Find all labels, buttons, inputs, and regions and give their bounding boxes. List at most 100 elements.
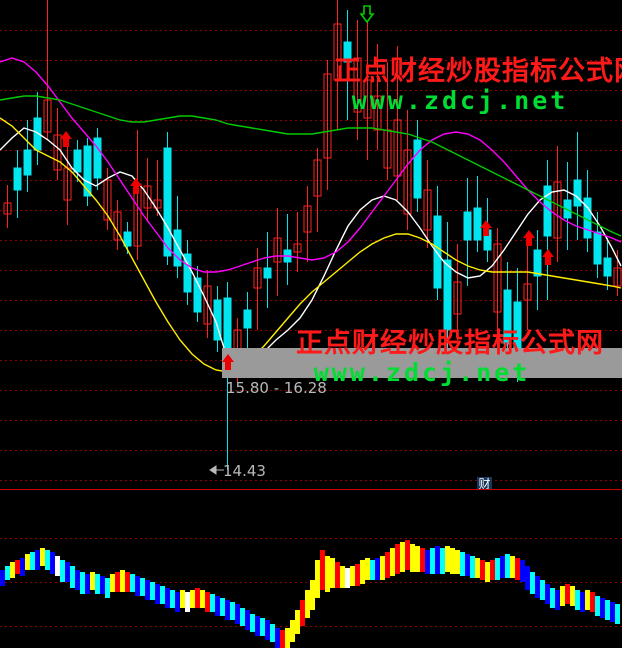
candle-body bbox=[403, 149, 412, 215]
indicator-bar bbox=[420, 548, 425, 572]
candle-body bbox=[343, 41, 352, 63]
ma-line-MA-white bbox=[0, 127, 622, 369]
indicator-bar bbox=[580, 592, 585, 612]
price-chart-panel[interactable]: 15.80 - 16.28 14.43 正点财经炒股指标公式网 www.zdcj… bbox=[0, 0, 622, 489]
indicator-bar bbox=[505, 554, 510, 578]
indicator-bar bbox=[435, 546, 440, 574]
indicator-bar bbox=[95, 574, 100, 594]
indicator-bar bbox=[460, 552, 465, 576]
indicator-bar bbox=[555, 590, 560, 610]
candle-body bbox=[333, 23, 342, 81]
candle-body bbox=[43, 99, 52, 133]
candlestick-series bbox=[3, 0, 622, 470]
candle-body bbox=[533, 249, 542, 277]
indicator-bar bbox=[85, 574, 90, 594]
watermark-middle-url: www.zdcj.net bbox=[313, 358, 531, 387]
indicator-bar bbox=[565, 584, 570, 604]
candle-body bbox=[263, 267, 272, 279]
candle-body bbox=[273, 237, 282, 263]
indicator-bar bbox=[450, 548, 455, 574]
watermark-top-url: www.zdcj.net bbox=[351, 86, 569, 115]
candle-body bbox=[123, 231, 132, 247]
low-price-label: 14.43 bbox=[223, 462, 266, 480]
candle-body bbox=[163, 147, 172, 257]
indicator-bar bbox=[490, 560, 495, 580]
indicator-bar bbox=[90, 572, 95, 590]
candle-body bbox=[473, 207, 482, 241]
watermark-middle: 正点财经炒股指标公式网 www.zdcj.net bbox=[296, 328, 604, 387]
candle-body bbox=[463, 211, 472, 241]
indicator-bar bbox=[300, 600, 305, 626]
indicator-bar bbox=[290, 620, 295, 642]
indicator-bar bbox=[405, 540, 410, 570]
indicator-bar bbox=[365, 558, 370, 580]
indicator-bar bbox=[110, 574, 115, 592]
indicator-bar bbox=[500, 556, 505, 578]
indicator-panel[interactable] bbox=[0, 490, 622, 648]
indicator-bar bbox=[440, 548, 445, 574]
indicator-bar bbox=[50, 552, 55, 574]
indicator-bar bbox=[210, 594, 215, 612]
indicator-bar bbox=[205, 592, 210, 612]
candle-body bbox=[93, 137, 102, 179]
indicator-bar bbox=[315, 560, 320, 598]
indicator-bar bbox=[275, 628, 280, 648]
ma-line-MA-green bbox=[0, 95, 622, 237]
indicator-bar bbox=[185, 592, 190, 612]
indicator-bar bbox=[520, 560, 525, 582]
price-range-label: 15.80 - 16.28 bbox=[226, 379, 327, 397]
indicator-bar bbox=[145, 580, 150, 600]
candle-body bbox=[613, 267, 622, 287]
indicator-bar bbox=[0, 570, 5, 586]
indicator-bar bbox=[395, 544, 400, 574]
indicator-bar bbox=[330, 558, 335, 588]
indicator-bar bbox=[415, 546, 420, 572]
candle-body bbox=[453, 281, 462, 315]
indicator-bar bbox=[125, 572, 130, 592]
buy-signal-arrow-icon bbox=[60, 131, 72, 147]
indicator-bar bbox=[325, 556, 330, 592]
candle-body bbox=[603, 257, 612, 277]
buy-signal-arrow-icon bbox=[523, 230, 535, 246]
indicator-bar bbox=[270, 624, 275, 642]
indicator-bar bbox=[135, 576, 140, 596]
candle-body bbox=[433, 215, 442, 289]
candle-body bbox=[73, 149, 82, 173]
candle-body bbox=[303, 205, 312, 233]
indicator-bar bbox=[595, 596, 600, 616]
indicator-bar bbox=[75, 570, 80, 590]
indicator-bar bbox=[45, 550, 50, 570]
indicator-bar bbox=[165, 588, 170, 608]
panel-divider bbox=[0, 489, 622, 490]
indicator-bar bbox=[35, 550, 40, 570]
candle-body bbox=[443, 259, 452, 331]
indicator-bar bbox=[545, 584, 550, 604]
indicator-bar bbox=[260, 618, 265, 636]
indicator-bar bbox=[475, 558, 480, 578]
buy-signal-arrow-icon bbox=[542, 249, 554, 265]
indicator-bar bbox=[345, 568, 350, 588]
indicator-bar bbox=[515, 558, 520, 580]
low-price-pointer-icon bbox=[209, 465, 224, 475]
indicator-bar bbox=[255, 616, 260, 636]
indicator-bar bbox=[160, 586, 165, 604]
candle-body bbox=[243, 309, 252, 329]
indicator-bar bbox=[510, 556, 515, 578]
indicator-bar bbox=[70, 566, 75, 588]
indicator-bar bbox=[5, 566, 10, 580]
indicator-bar bbox=[180, 590, 185, 608]
candle-body bbox=[313, 159, 322, 197]
indicator-bar bbox=[530, 572, 535, 594]
watermark-middle-title: 正点财经炒股指标公式网 bbox=[296, 328, 604, 359]
indicator-bar bbox=[240, 608, 245, 626]
indicator-bar bbox=[550, 588, 555, 608]
candle-body bbox=[423, 189, 432, 231]
candle-body bbox=[293, 243, 302, 253]
indicator-bar bbox=[340, 566, 345, 588]
indicator-bar bbox=[265, 620, 270, 640]
indicator-bar bbox=[40, 548, 45, 566]
indicator-bar bbox=[245, 610, 250, 630]
indicator-bar bbox=[360, 560, 365, 584]
candle-body bbox=[323, 73, 332, 159]
moving-average-lines bbox=[0, 57, 622, 373]
